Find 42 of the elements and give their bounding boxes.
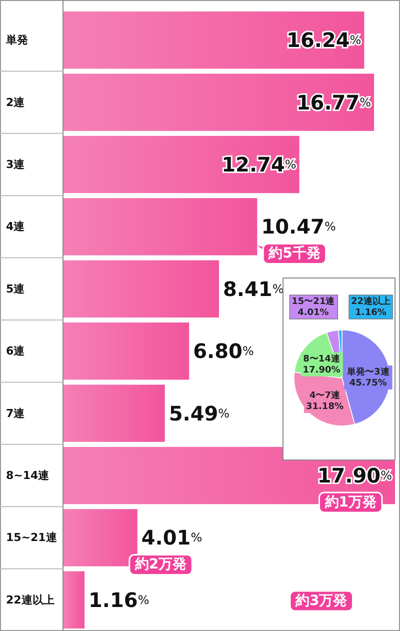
bar xyxy=(63,260,219,318)
y-tick-label: 22連以上 xyxy=(6,593,54,606)
bar xyxy=(63,322,190,380)
y-tick-label: 5連 xyxy=(6,282,26,296)
data-label: 45.75% xyxy=(349,378,387,388)
data-label: 6.80% xyxy=(193,339,254,364)
annotation: 約2万発 xyxy=(134,556,187,573)
bar xyxy=(63,198,258,256)
data-label: 4.01% xyxy=(298,308,329,318)
bar xyxy=(63,571,85,629)
slice-label: 22連以上 xyxy=(351,296,391,307)
y-tick-label: 15~21連 xyxy=(6,531,58,544)
data-label: 12.74% xyxy=(222,152,296,176)
data-label: 4.01% xyxy=(141,526,202,550)
y-tick-label: 3連 xyxy=(6,158,26,171)
bar xyxy=(63,74,374,131)
y-tick-label: 4連 xyxy=(6,220,26,234)
annotation: 約3万発 xyxy=(294,593,348,609)
data-label: 1.16% xyxy=(355,308,386,318)
data-label: 5.49% xyxy=(168,401,230,426)
data-label: 17.90% xyxy=(317,464,392,488)
annotation: 約1万発 xyxy=(324,494,376,510)
slice-label: 15〜21連 xyxy=(292,296,336,307)
data-label: 1.16% xyxy=(88,588,150,612)
y-tick-label: 単発 xyxy=(5,34,29,47)
slice-label: 8〜14連 xyxy=(303,353,341,364)
y-tick-label: 2連 xyxy=(6,96,26,109)
data-label: 16.77% xyxy=(296,90,372,114)
y-tick-label: 7連 xyxy=(6,406,26,420)
y-tick-label: 6連 xyxy=(6,344,26,358)
data-label: 31.18% xyxy=(306,402,344,412)
bar xyxy=(63,384,165,442)
bar xyxy=(63,136,300,194)
data-label: 10.47% xyxy=(261,214,336,239)
bar xyxy=(63,11,364,69)
data-label: 17.90% xyxy=(302,365,340,376)
y-tick-label: 8~14連 xyxy=(6,469,50,482)
data-label: 8.41% xyxy=(222,276,284,301)
data-label: 16.24% xyxy=(286,28,362,52)
slice-label: 単発〜3連 xyxy=(346,366,390,378)
annotation: 約5千発 xyxy=(268,244,320,262)
slice-label: 4〜7連 xyxy=(309,390,341,401)
